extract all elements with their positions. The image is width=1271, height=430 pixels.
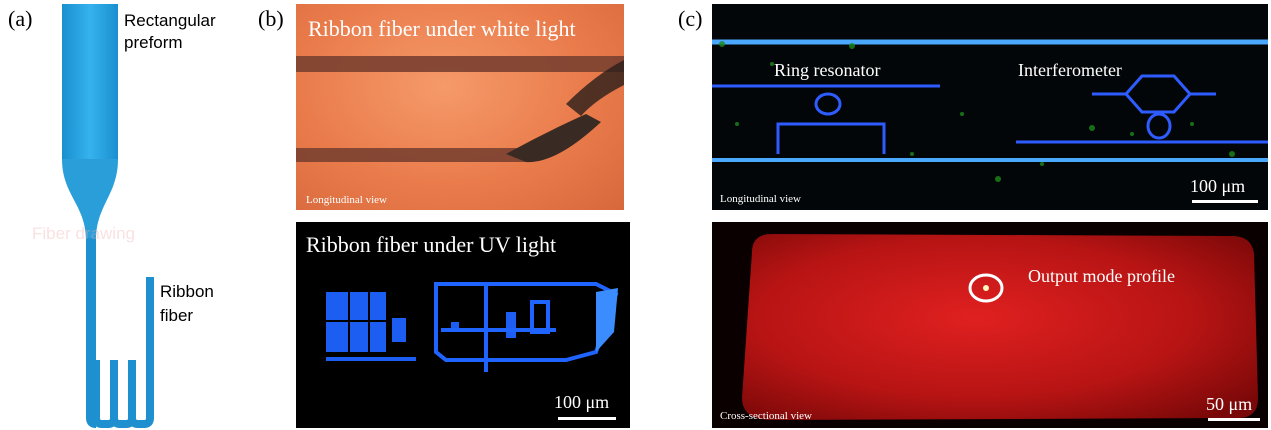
bottom-scale-bar xyxy=(1208,418,1260,421)
white-light-title: Ribbon fiber under white light xyxy=(308,16,576,41)
uv-light-title: Ribbon fiber under UV light xyxy=(306,232,557,257)
top-scale-label: 100 μm xyxy=(1190,176,1246,196)
white-light-view-label: Longitudinal view xyxy=(306,194,387,206)
panel-c-label: (c) xyxy=(678,6,703,31)
panel-b-label: (b) xyxy=(258,6,284,31)
ribbon-fiber-label: Ribbon fiber xyxy=(160,282,214,325)
top-scale-bar xyxy=(1192,200,1258,203)
white-light-image: Ribbon fiber under white light Longitudi… xyxy=(296,4,624,210)
uv-scale-label: 100 μm xyxy=(554,392,610,412)
uv-light-image: Ribbon fiber under UV light 100 μm xyxy=(296,222,630,428)
cross-section-image: Output mode profile Cross-sectional view… xyxy=(712,222,1268,428)
neck-down xyxy=(62,159,118,240)
cross-section-view-label: Cross-sectional view xyxy=(720,410,812,422)
uv-scale-bar xyxy=(558,417,616,420)
fiber-drawing-label: Fiber drawing xyxy=(32,224,135,243)
bottom-scale-label: 50 μm xyxy=(1206,394,1253,414)
interferometer-label: Interferometer xyxy=(1018,60,1122,80)
preform-label: Rectangular preform xyxy=(124,11,216,52)
longitudinal-view-label: Longitudinal view xyxy=(720,193,801,205)
fiber-drawing-schematic xyxy=(62,4,154,428)
fiber-strand xyxy=(86,238,96,378)
output-mode-label: Output mode profile xyxy=(1028,266,1175,286)
preform-rect xyxy=(62,4,118,159)
longitudinal-dark-image: Ring resonator Interferometer Longitudin… xyxy=(712,4,1268,210)
ring-resonator-label: Ring resonator xyxy=(774,60,881,80)
panel-a-label: (a) xyxy=(8,6,33,31)
